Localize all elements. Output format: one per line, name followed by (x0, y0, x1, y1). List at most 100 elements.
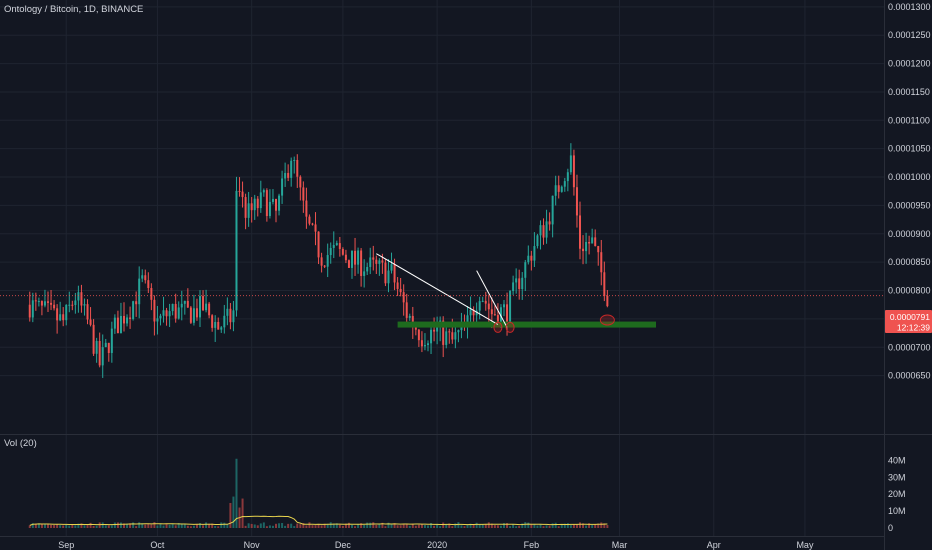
volume-bar (554, 522, 557, 528)
grid-lines (0, 0, 884, 536)
volume-bar (156, 525, 159, 528)
candle-body (600, 252, 603, 273)
candle-body (101, 347, 104, 366)
candle-body (381, 260, 384, 263)
volume-bar (302, 522, 305, 528)
volume-bar (360, 523, 363, 528)
price-tick-label: 0.0001100 (888, 115, 930, 125)
volume-bar (59, 525, 62, 528)
candle-body (408, 315, 411, 318)
candle-body (588, 241, 591, 244)
volume-bar (548, 525, 551, 528)
volume-bar (551, 523, 554, 528)
volume-bar (524, 522, 527, 528)
candle-body (521, 277, 524, 290)
volume-bar (89, 522, 92, 528)
volume-bar (512, 524, 515, 528)
candle-body (423, 345, 426, 347)
candle-body (384, 262, 387, 284)
volume-bar (372, 522, 375, 528)
price-tick-label: 0.0001200 (888, 59, 931, 69)
candle-body (518, 278, 521, 290)
volume-bar (68, 525, 71, 528)
volume-bar (92, 525, 95, 528)
volume-bar (37, 523, 40, 528)
candle-body (372, 257, 375, 260)
volume-bar (159, 523, 162, 528)
volume-bar (332, 523, 335, 528)
candle-body (144, 275, 147, 281)
candle-body (341, 248, 344, 255)
volume-bar (314, 525, 317, 528)
volume-axis[interactable]: 40M 30M 20M 10M 0 (888, 455, 906, 533)
volume-bar (475, 522, 478, 528)
volume-bar (265, 526, 268, 528)
volume-bar (420, 524, 423, 528)
volume-bar (180, 523, 183, 528)
time-axis[interactable]: Sep Oct Nov Dec 2020 Feb Mar Apr May (58, 540, 814, 550)
candle-body (387, 270, 390, 284)
symbol-title[interactable]: Ontology / Bitcoin, 1D, BINANCE (4, 4, 143, 15)
candle-body (433, 329, 436, 332)
candle-body (28, 304, 31, 318)
candle-body (323, 265, 326, 267)
candle-body (369, 257, 372, 267)
touch-circle (493, 321, 503, 333)
candle-body (411, 315, 414, 327)
candle-body (208, 303, 211, 316)
candle-body (366, 266, 369, 272)
volume-bar (189, 526, 192, 528)
volume-bar (77, 523, 80, 528)
volume-bar (326, 524, 329, 528)
price-tick-label: 0.0001300 (888, 2, 931, 12)
candle-body (159, 315, 162, 319)
candle-body (74, 300, 77, 305)
candle-body (469, 309, 472, 316)
volume-bar (521, 523, 524, 528)
candle-body (116, 317, 119, 334)
candle-body (281, 178, 284, 196)
candle-body (235, 190, 238, 311)
volume-bar (402, 523, 405, 528)
candle-body (399, 288, 402, 293)
candle-body (86, 304, 89, 320)
volume-bar (116, 522, 119, 528)
candle-body (509, 290, 512, 323)
drawing-annotations[interactable] (0, 253, 884, 333)
candle-body (427, 343, 429, 346)
price-tick-label: 0.0001050 (888, 144, 931, 154)
volume-bar (168, 524, 171, 528)
volume-bar (363, 524, 366, 528)
candle-body (226, 308, 229, 316)
candle-body (533, 246, 536, 261)
candle-body (259, 192, 262, 209)
candle-body (417, 329, 420, 341)
volume-bar (575, 524, 578, 528)
volume-bar (478, 524, 481, 528)
volume-bar (144, 524, 147, 528)
time-tick-label: 2020 (427, 540, 447, 550)
candle-body (262, 190, 265, 193)
volume-bar (594, 523, 597, 528)
candle-body (512, 282, 515, 291)
time-tick-label: May (796, 540, 814, 550)
volume-bar (563, 523, 566, 528)
volume-bar (123, 523, 125, 528)
volume-bar (308, 522, 311, 528)
volume-pane-title[interactable]: Vol (20) (4, 438, 37, 449)
candle-body (250, 203, 253, 211)
volume-bar (214, 525, 217, 528)
bar-countdown: 12:12:39 (897, 323, 930, 333)
candle-body (430, 329, 433, 344)
volume-bar (469, 523, 472, 528)
volume-bar (533, 523, 536, 528)
candle-body (253, 198, 256, 211)
volume-bar (311, 525, 314, 528)
candle-body (454, 332, 457, 340)
trendline (476, 270, 508, 328)
candle-body (332, 245, 335, 248)
candle-body (241, 191, 244, 198)
time-tick-label: Apr (707, 540, 721, 550)
volume-bar (135, 526, 138, 528)
